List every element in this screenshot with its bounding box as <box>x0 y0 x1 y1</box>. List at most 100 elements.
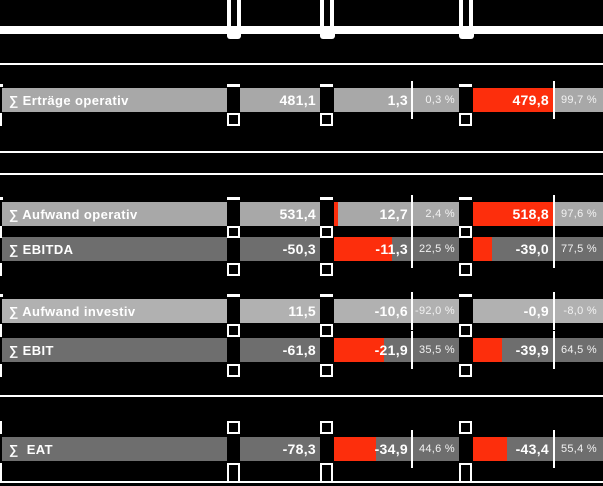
cell-divider-line <box>553 230 555 268</box>
selection-handle[interactable] <box>459 226 472 238</box>
row-separator-line <box>0 63 603 65</box>
delta-text: -21,9 <box>374 342 408 358</box>
selection-tick[interactable] <box>459 294 472 297</box>
delta-pct-text: 2,4 % <box>425 208 455 220</box>
label-cell[interactable]: ∑ EBITDA <box>2 237 227 261</box>
delta-text: -10,6 <box>374 303 408 319</box>
total-cell[interactable]: 518,8 <box>473 202 553 226</box>
total-text: -39,0 <box>515 241 549 257</box>
selection-handle[interactable] <box>227 263 240 276</box>
delta-pct-cell[interactable]: 0,3 % <box>413 88 459 112</box>
total-pct-text: 77,5 % <box>560 243 597 255</box>
total-pct-cell[interactable]: 55,4 % <box>555 437 603 461</box>
selection-tick[interactable] <box>320 294 333 297</box>
total-pct-cell[interactable]: 64,5 % <box>555 338 603 362</box>
value-cell[interactable]: -78,3 <box>240 437 320 461</box>
selection-handle[interactable] <box>320 324 333 337</box>
total-pct-cell[interactable]: -8,0 % <box>555 299 603 323</box>
selection-handle[interactable] <box>227 324 240 337</box>
value-cell[interactable]: 531,4 <box>240 202 320 226</box>
total-cell[interactable]: -39,9 <box>473 338 553 362</box>
selection-tick[interactable] <box>320 84 333 87</box>
label-cell[interactable]: ∑ EAT <box>2 437 227 461</box>
header-separator-tab <box>459 33 474 39</box>
total-text: 518,8 <box>512 206 549 222</box>
value-text: 531,4 <box>279 206 316 222</box>
selection-tick[interactable] <box>0 197 3 200</box>
value-cell[interactable]: 481,1 <box>240 88 320 112</box>
column-divider <box>227 0 231 26</box>
delta-pct-cell[interactable]: 35,5 % <box>413 338 459 362</box>
delta-pct-cell[interactable]: -92,0 % <box>413 299 459 323</box>
table-header-redacted <box>0 0 603 26</box>
delta-cell[interactable]: -34,9 <box>334 437 412 461</box>
total-variance-bar <box>473 338 502 362</box>
total-text: -0,9 <box>523 303 549 319</box>
selection-handle[interactable] <box>227 463 240 483</box>
delta-pct-cell[interactable]: 2,4 % <box>413 202 459 226</box>
label-cell[interactable]: ∑ Erträge operativ <box>2 88 227 112</box>
delta-pct-cell[interactable]: 44,6 % <box>413 437 459 461</box>
total-cell[interactable]: -0,9 <box>473 299 553 323</box>
label-cell[interactable]: ∑ Aufwand operativ <box>2 202 227 226</box>
column-divider <box>469 0 473 26</box>
delta-cell[interactable]: 1,3 <box>334 88 412 112</box>
selection-handle[interactable] <box>320 226 333 238</box>
selection-handle[interactable] <box>459 421 472 434</box>
selection-handle[interactable] <box>320 421 333 434</box>
row-label: ∑ EBIT <box>9 342 54 358</box>
selection-handle[interactable] <box>459 263 472 276</box>
selection-tick[interactable] <box>0 84 3 87</box>
selection-tick[interactable] <box>0 294 3 297</box>
value-cell[interactable]: -61,8 <box>240 338 320 362</box>
selection-handle[interactable] <box>227 113 240 126</box>
value-cell[interactable]: 11,5 <box>240 299 320 323</box>
delta-pct-cell[interactable]: 22,5 % <box>413 237 459 261</box>
total-pct-cell[interactable]: 97,6 % <box>555 202 603 226</box>
cell-divider-line <box>553 430 555 468</box>
total-pct-cell[interactable]: 99,7 % <box>555 88 603 112</box>
selection-handle[interactable] <box>320 364 333 377</box>
label-cell[interactable]: ∑ EBIT <box>2 338 227 362</box>
selection-handle[interactable] <box>320 463 333 483</box>
column-divider <box>237 0 241 26</box>
total-cell[interactable]: -39,0 <box>473 237 553 261</box>
selection-handle[interactable] <box>459 364 472 377</box>
row-label: ∑ Aufwand operativ <box>9 206 138 222</box>
selection-handle[interactable] <box>459 113 472 126</box>
total-cell[interactable]: -43,4 <box>473 437 553 461</box>
delta-variance-bar <box>334 237 392 261</box>
column-divider <box>459 0 463 26</box>
selection-tick[interactable] <box>459 84 472 87</box>
selection-handle[interactable] <box>459 463 472 483</box>
delta-cell[interactable]: -11,3 <box>334 237 412 261</box>
total-cell[interactable]: 479,8 <box>473 88 553 112</box>
selection-tick[interactable] <box>227 197 240 200</box>
selection-tick[interactable] <box>227 84 240 87</box>
total-pct-cell[interactable]: 77,5 % <box>555 237 603 261</box>
selection-handle[interactable] <box>459 324 472 337</box>
total-pct-text: 55,4 % <box>560 443 597 455</box>
value-text: -78,3 <box>282 441 316 457</box>
selection-tick[interactable] <box>320 197 333 200</box>
selection-handle[interactable] <box>227 226 240 238</box>
selection-handle[interactable] <box>227 421 240 434</box>
selection-handle[interactable] <box>320 263 333 276</box>
selection-handle[interactable] <box>227 364 240 377</box>
row-aufwand-investiv: ∑ Aufwand investiv 11,5 -10,6 -92,0 % -0… <box>0 299 603 323</box>
delta-cell[interactable]: -21,9 <box>334 338 412 362</box>
row-ebitda: ∑ EBITDA -50,3 -11,3 22,5 % -39,0 77,5 % <box>0 237 603 261</box>
total-variance-bar <box>473 237 492 261</box>
selection-tick[interactable] <box>227 294 240 297</box>
total-variance-bar <box>473 437 507 461</box>
label-cell[interactable]: ∑ Aufwand investiv <box>2 299 227 323</box>
row-label: ∑ Erträge operativ <box>9 92 129 108</box>
selection-tick[interactable] <box>459 197 472 200</box>
row-aufwand-operativ: ∑ Aufwand operativ 531,4 12,7 2,4 % 518,… <box>0 202 603 226</box>
cell-divider-line <box>411 292 413 330</box>
selection-handle[interactable] <box>320 113 333 126</box>
delta-cell[interactable]: -10,6 <box>334 299 412 323</box>
value-cell[interactable]: -50,3 <box>240 237 320 261</box>
delta-cell[interactable]: 12,7 <box>334 202 412 226</box>
delta-variance-bar <box>334 437 376 461</box>
